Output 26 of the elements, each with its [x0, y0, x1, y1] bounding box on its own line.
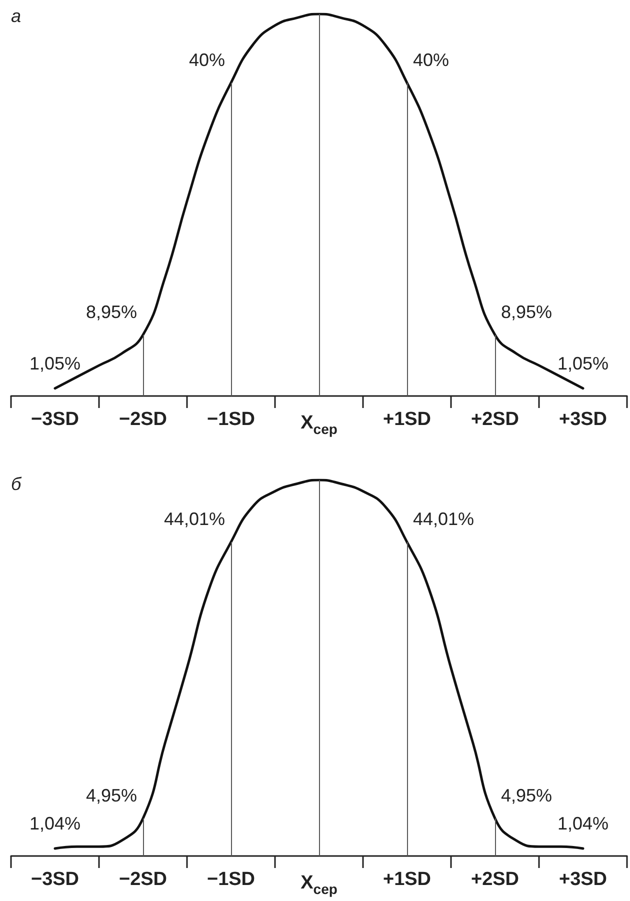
x-tick-label: +3SD — [558, 409, 608, 430]
annotation: 4,95% — [86, 785, 137, 806]
annotation: 1,05% — [557, 353, 609, 374]
annotation: 1,04% — [29, 813, 81, 834]
x-tick-label: −3SD — [30, 869, 80, 890]
annotation: 1,04% — [557, 813, 609, 834]
annotation: 44,01% — [164, 509, 225, 530]
chart-title: б — [11, 474, 22, 494]
x-tick-label: +1SD — [382, 869, 432, 890]
x-tick-label: −3SD — [30, 409, 80, 430]
annotation: 8,95% — [501, 302, 552, 322]
x-tick-label: −2SD — [118, 409, 168, 430]
x-tick-label: −2SD — [118, 869, 168, 890]
x-tick-label: +2SD — [470, 409, 520, 430]
x-tick-label: +2SD — [470, 869, 520, 890]
x-tick-label: −1SD — [206, 409, 256, 430]
x-tick-label: −1SD — [206, 869, 256, 890]
annotation: 44,01% — [413, 509, 474, 530]
chart-title: а — [11, 6, 22, 26]
annotation: 40% — [188, 50, 225, 70]
x-tick-label: +3SD — [558, 869, 608, 890]
x-tick-label: +1SD — [382, 409, 432, 430]
annotation: 1,05% — [29, 353, 81, 374]
annotation: 40% — [413, 50, 450, 70]
annotation: 4,95% — [501, 785, 552, 806]
annotation: 8,95% — [86, 302, 137, 322]
